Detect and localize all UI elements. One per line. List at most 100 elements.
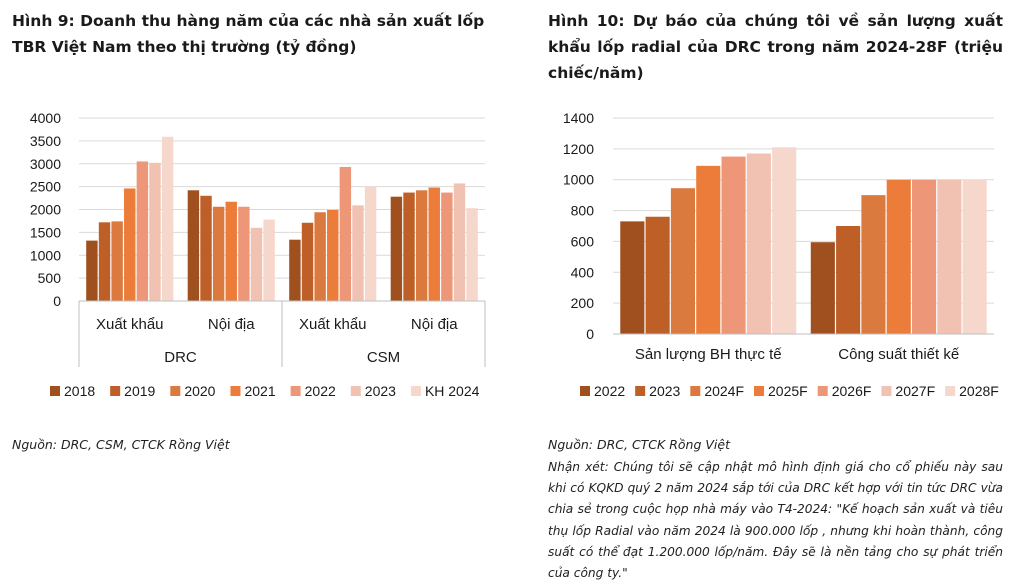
bar-kh-2024 bbox=[263, 219, 275, 301]
figure-10-comment: Nhận xét: Chúng tôi sẽ cập nhật mô hình … bbox=[548, 460, 1003, 581]
legend-swatch bbox=[817, 386, 828, 396]
legend-swatch bbox=[945, 386, 956, 396]
bar-2026f bbox=[721, 156, 746, 334]
bar-2028f bbox=[962, 179, 987, 334]
x-category-label: Xuất khẩu bbox=[299, 316, 367, 333]
bar-2021 bbox=[327, 209, 339, 301]
y-tick-label: 1000 bbox=[563, 172, 594, 188]
legend-label: 2022 bbox=[305, 383, 336, 399]
bar-2020 bbox=[212, 206, 225, 301]
y-tick-label: 4000 bbox=[30, 110, 61, 126]
bar-2020 bbox=[111, 221, 123, 301]
legend-swatch bbox=[50, 386, 60, 396]
legend-swatch bbox=[110, 386, 121, 396]
legend-swatch bbox=[690, 386, 701, 396]
bar-2019 bbox=[301, 222, 314, 301]
x-group-label: DRC bbox=[164, 349, 197, 366]
y-tick-label: 0 bbox=[586, 326, 594, 342]
bar-2023 bbox=[836, 226, 861, 334]
bar-2018 bbox=[86, 240, 98, 301]
legend-swatch bbox=[230, 386, 241, 396]
figure-10-source: Nguồn: DRC, CTCK Rồng Việt bbox=[548, 437, 730, 452]
bar-2022 bbox=[238, 206, 250, 301]
legend-label: 2018 bbox=[64, 383, 95, 399]
bar-2020 bbox=[415, 190, 428, 301]
x-category-label: Xuất khẩu bbox=[96, 316, 164, 333]
bar-2028f bbox=[772, 147, 797, 334]
bar-2018 bbox=[289, 239, 301, 301]
bar-2025f bbox=[886, 179, 911, 334]
x-group-label: CSM bbox=[367, 349, 400, 366]
bar-2025f bbox=[696, 165, 721, 334]
y-tick-label: 1400 bbox=[563, 110, 594, 126]
bar-2018 bbox=[187, 190, 200, 301]
bar-2021 bbox=[428, 187, 440, 301]
legend-label: 2022 bbox=[594, 383, 625, 399]
bar-2023 bbox=[453, 183, 466, 301]
bar-kh-2024 bbox=[364, 186, 377, 301]
y-tick-label: 2000 bbox=[30, 202, 61, 218]
y-tick-label: 500 bbox=[38, 270, 62, 286]
legend-label: 2021 bbox=[244, 383, 275, 399]
y-tick-label: 3000 bbox=[30, 156, 61, 172]
legend-swatch bbox=[754, 386, 765, 396]
y-tick-label: 1200 bbox=[563, 141, 594, 157]
bar-2021 bbox=[225, 201, 237, 301]
y-tick-label: 0 bbox=[53, 293, 61, 309]
legend-swatch bbox=[881, 386, 892, 396]
x-category-label: Sản lượng BH thực tế bbox=[635, 346, 782, 363]
bar-2021 bbox=[124, 188, 136, 301]
y-tick-label: 800 bbox=[571, 203, 595, 219]
bar-2022 bbox=[620, 221, 645, 334]
legend-label: 2024F bbox=[704, 383, 744, 399]
bar-2019 bbox=[98, 222, 111, 301]
bar-2022 bbox=[810, 242, 835, 334]
bar-2024f bbox=[861, 195, 886, 334]
bar-2027f bbox=[937, 179, 962, 334]
legend-label: 2026F bbox=[832, 383, 872, 399]
bar-2020 bbox=[314, 212, 326, 301]
y-tick-label: 600 bbox=[571, 233, 595, 249]
legend-label: 2020 bbox=[184, 383, 215, 399]
y-tick-label: 3500 bbox=[30, 133, 61, 149]
figure-9-title: Hình 9: Doanh thu hàng năm của các nhà s… bbox=[12, 12, 485, 56]
legend-label: KH 2024 bbox=[425, 383, 480, 399]
bar-2018 bbox=[390, 196, 403, 301]
legend-label: 2019 bbox=[124, 383, 155, 399]
legend-swatch bbox=[170, 386, 181, 396]
legend-label: 2027F bbox=[895, 383, 935, 399]
legend-swatch bbox=[410, 386, 421, 396]
legend-label: 2023 bbox=[365, 383, 396, 399]
bar-kh-2024 bbox=[161, 136, 174, 301]
y-tick-label: 400 bbox=[571, 264, 595, 280]
figure-10-chart: 0 200 400 600 800 1000 1200 1400 Sản lượng BH th… bbox=[563, 110, 999, 399]
legend-swatch bbox=[580, 386, 590, 396]
bar-2023 bbox=[149, 162, 161, 301]
y-tick-label: 1500 bbox=[30, 224, 61, 240]
figure-9-source: Nguồn: DRC, CSM, CTCK Rồng Việt bbox=[12, 437, 230, 452]
bar-2023 bbox=[645, 216, 670, 334]
y-tick-label: 2500 bbox=[30, 179, 61, 195]
y-tick-label: 1000 bbox=[30, 247, 61, 263]
figure-10-title: Hình 10: Dự báo của chúng tôi về sản lượ… bbox=[548, 12, 1003, 82]
legend-label: 2028F bbox=[959, 383, 999, 399]
legend-swatch bbox=[350, 386, 361, 396]
bar-2022 bbox=[441, 192, 453, 301]
bar-2027f bbox=[746, 153, 771, 334]
bar-2023 bbox=[250, 227, 263, 301]
x-category-label: Công suất thiết kế bbox=[838, 346, 960, 363]
figure-9-chart: 0 500 1000 1500 2000 2500 3000 3500 4000 Xuất khẩ… bbox=[30, 110, 486, 399]
x-category-label: Nội địa bbox=[411, 316, 458, 333]
y-tick-label: 200 bbox=[571, 295, 595, 311]
legend-swatch bbox=[635, 386, 646, 396]
bar-2026f bbox=[912, 179, 937, 334]
bar-kh-2024 bbox=[466, 208, 478, 301]
bar-2022 bbox=[136, 161, 149, 301]
bar-2023 bbox=[352, 205, 364, 301]
x-category-label: Nội địa bbox=[208, 316, 255, 333]
legend-swatch bbox=[290, 386, 301, 396]
bar-2022 bbox=[339, 166, 352, 301]
bar-2019 bbox=[403, 192, 415, 301]
bar-2024f bbox=[670, 188, 695, 334]
legend-label: 2023 bbox=[649, 383, 680, 399]
